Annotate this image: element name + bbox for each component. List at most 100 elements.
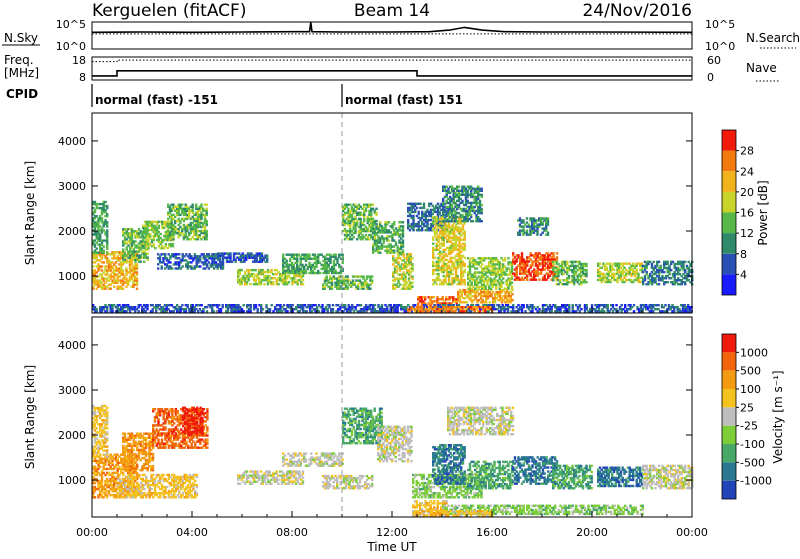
scatter-patch-15 xyxy=(432,216,466,285)
range-cell xyxy=(332,310,334,312)
range-cell xyxy=(391,225,393,227)
range-cell xyxy=(356,220,358,222)
range-cell xyxy=(154,247,156,249)
range-cell xyxy=(206,220,208,222)
range-cell xyxy=(467,257,469,259)
range-cell xyxy=(229,252,231,254)
range-cell xyxy=(481,263,483,265)
range-cell xyxy=(360,218,362,220)
range-cell xyxy=(632,263,634,265)
range-cell xyxy=(483,282,485,284)
range-cell xyxy=(180,310,182,312)
range-cell xyxy=(171,220,173,222)
range-cell xyxy=(162,259,164,261)
range-cell xyxy=(556,258,558,260)
range-cell xyxy=(106,213,108,215)
range-cell xyxy=(476,267,478,269)
scatter-patch-7 xyxy=(282,254,344,275)
range-cell xyxy=(481,208,483,210)
range-cell xyxy=(677,267,679,269)
scatter-patch-20 xyxy=(517,217,549,236)
range-cell xyxy=(199,265,201,267)
range-cell xyxy=(319,262,321,264)
range-cell xyxy=(147,257,149,259)
range-cell xyxy=(542,223,544,225)
range-cell xyxy=(407,219,409,221)
range-cell xyxy=(411,257,413,259)
cpid-label: CPID xyxy=(6,87,38,101)
range-cell xyxy=(136,265,138,267)
noise-series-0 xyxy=(92,23,692,33)
range-cell xyxy=(99,233,101,235)
range-cell xyxy=(556,252,558,254)
range-cell xyxy=(103,250,105,252)
range-cell xyxy=(477,216,479,218)
range-cell xyxy=(227,310,229,312)
range-cell xyxy=(111,265,113,267)
range-cell xyxy=(286,277,288,279)
range-cell xyxy=(379,239,381,241)
range-cell xyxy=(179,226,181,228)
range-cell xyxy=(467,196,469,198)
range-cell xyxy=(104,201,106,203)
range-cell xyxy=(122,288,124,290)
range-cell xyxy=(243,304,245,306)
range-cell xyxy=(96,215,98,217)
range-cell xyxy=(371,279,373,281)
range-cell xyxy=(349,204,351,206)
range-cell xyxy=(272,310,274,312)
range-cell xyxy=(321,254,323,256)
range-cell xyxy=(351,214,353,216)
range-cell xyxy=(250,304,252,306)
range-cell xyxy=(453,263,455,265)
range-cell xyxy=(665,277,667,279)
noise-panel: N.Sky 10^5 10^0 10^5 10^0 N.Search xyxy=(2,18,800,53)
range-cell xyxy=(644,277,646,279)
range-cell xyxy=(482,299,484,301)
range-cell xyxy=(443,239,445,241)
range-cell xyxy=(495,257,497,259)
range-cell xyxy=(585,269,587,271)
range-cell xyxy=(375,212,377,214)
scatter-patch-8 xyxy=(217,252,268,263)
scatter-patch-17 xyxy=(457,289,514,304)
freq-unit-label: [MHz] xyxy=(4,66,39,80)
range-cell xyxy=(464,243,466,245)
range-cell xyxy=(689,263,691,265)
range-cell xyxy=(402,250,404,252)
range-cell xyxy=(616,279,618,281)
range-cell xyxy=(462,224,464,226)
range-cell xyxy=(464,239,466,241)
range-cell xyxy=(418,213,420,215)
range-cell xyxy=(155,310,157,312)
noise-left-tick-top: 10^5 xyxy=(56,18,86,31)
range-cell xyxy=(439,247,441,249)
range-cell xyxy=(538,279,540,281)
range-cell xyxy=(249,283,251,285)
scatter-patch-4 xyxy=(167,204,208,241)
range-cell xyxy=(379,221,381,223)
range-cell xyxy=(434,257,436,259)
range-cell xyxy=(383,239,385,241)
range-cell xyxy=(183,220,185,222)
range-cell xyxy=(110,288,112,290)
freq-series-0 xyxy=(92,71,692,76)
range-cell xyxy=(167,224,169,226)
range-cell xyxy=(178,236,180,238)
scatter-patch-22 xyxy=(597,263,643,284)
range-cell xyxy=(402,233,404,235)
range-cell xyxy=(188,214,190,216)
range-cell xyxy=(270,269,272,271)
range-cell xyxy=(178,218,180,220)
range-cell xyxy=(347,275,349,277)
freq-series-1 xyxy=(92,60,692,62)
range-cell xyxy=(354,204,356,206)
range-cell xyxy=(353,310,355,312)
range-cell xyxy=(456,216,458,218)
range-cell xyxy=(433,296,435,298)
range-cell xyxy=(125,267,127,269)
range-cell xyxy=(168,221,170,223)
range-cell xyxy=(164,310,166,312)
range-cell xyxy=(481,204,483,206)
range-cell xyxy=(282,254,284,256)
